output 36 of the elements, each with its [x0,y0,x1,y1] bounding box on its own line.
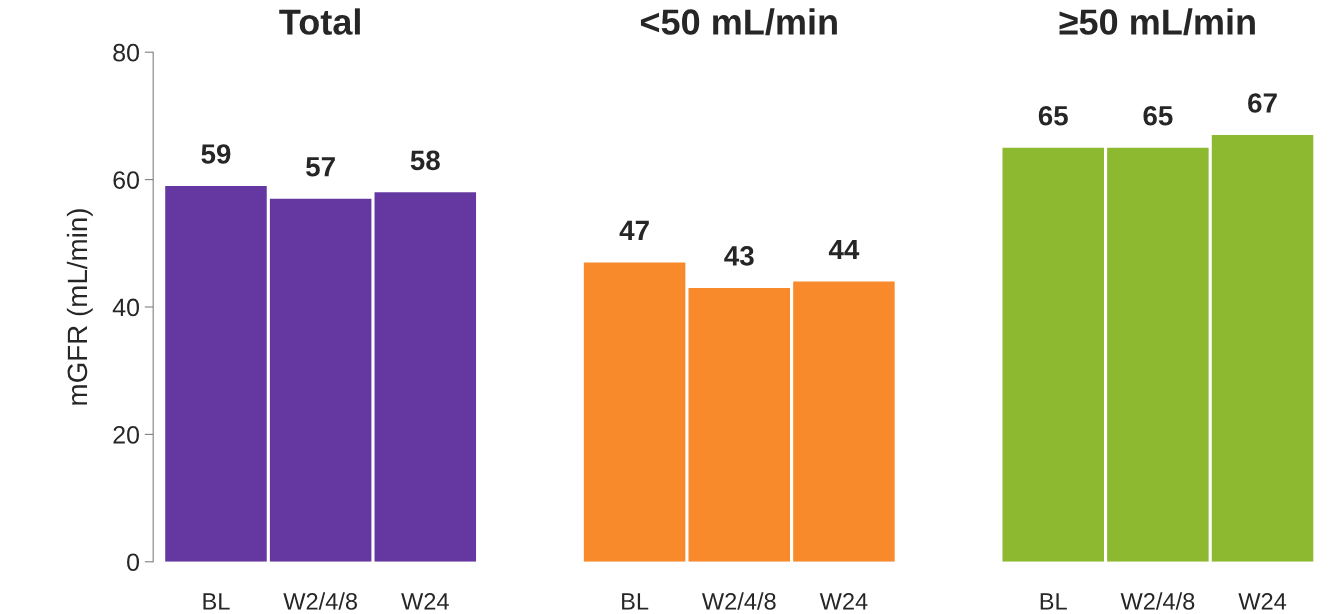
data-label: 44 [828,239,860,260]
text: <50 mL/min [640,8,837,36]
bar [688,287,791,562]
y-tick-label: 60 [113,171,140,189]
x-tick-label: W2/4/8 [701,592,776,610]
x-tick-label: W24 [819,592,868,610]
bar [269,198,372,562]
data-label: 43 [724,246,754,266]
y-tick-label: 20 [113,426,140,444]
x-tick-label: W2/4/8 [283,592,358,610]
text: Total [279,8,360,35]
data-label: 58 [410,150,440,171]
data-label: 47 [619,220,649,240]
y-axis-title: mGFR (mL/min) [66,209,93,405]
y-tick-label: 80 [113,43,140,62]
data-label: 65 [1143,105,1173,126]
x-tick-label: W24 [401,592,449,610]
bar [1211,135,1314,562]
x-tick-label: BL [203,593,230,610]
x-tick-label: BL [1040,593,1067,610]
text: ≥50 mL/min [1059,8,1255,36]
bar [583,262,686,562]
x-tick-label: W2/4/8 [1120,592,1195,610]
data-label: 57 [306,157,335,177]
y-tick-label: 0 [127,553,140,572]
bar [1107,147,1209,562]
data-label: 67 [1248,93,1277,113]
bar [374,192,477,562]
x-tick-label: W24 [1238,592,1287,610]
data-label: 59 [201,144,231,164]
bar [165,185,267,562]
bar [1002,147,1104,562]
bar [793,281,895,562]
x-tick-label: BL [622,593,649,610]
y-tick-label: 40 [112,298,140,317]
data-label: 65 [1038,105,1068,126]
